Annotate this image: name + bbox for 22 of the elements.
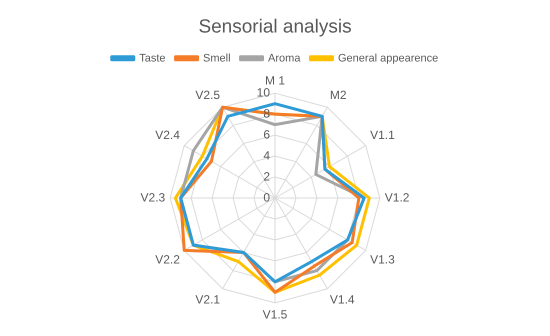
y-tick-label: 4 <box>263 148 270 162</box>
y-tick-label: 10 <box>256 86 270 100</box>
chart-title: Sensorial analysis <box>198 16 352 38</box>
spoke-label: V2.1 <box>195 292 220 307</box>
spoke-label: V1.3 <box>370 252 396 266</box>
spoke-label: V1.1 <box>370 128 396 142</box>
legend-label: General appearence <box>338 52 438 64</box>
spoke-label: M 1 <box>264 73 286 88</box>
legend-label: Smell <box>203 52 231 64</box>
spoke-label: V1.5 <box>262 307 288 322</box>
spoke-label: V2.5 <box>195 88 220 102</box>
spoke-label: V2.4 <box>155 128 180 142</box>
y-tick-label: 2 <box>263 169 270 184</box>
spoke-label: V2.2 <box>155 252 180 266</box>
spoke-label: V1.4 <box>330 292 355 307</box>
legend-label: Aroma <box>268 52 302 64</box>
spoke-label: V2.3 <box>140 190 166 204</box>
y-tick-label: 0 <box>263 190 270 204</box>
spoke-label: M2 <box>330 88 347 102</box>
spoke-label: V1.2 <box>384 190 410 204</box>
y-tick-label: 6 <box>263 127 270 142</box>
legend-label: Taste <box>139 52 166 64</box>
